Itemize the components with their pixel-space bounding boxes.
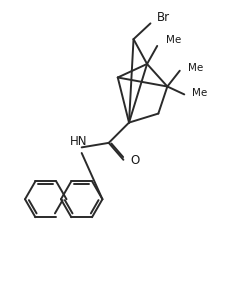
- Text: HN: HN: [70, 134, 87, 147]
- Text: O: O: [130, 154, 139, 167]
- Text: Br: Br: [157, 11, 170, 24]
- Text: Me: Me: [188, 63, 203, 73]
- Text: Me: Me: [166, 35, 182, 45]
- Text: Me: Me: [192, 88, 207, 98]
